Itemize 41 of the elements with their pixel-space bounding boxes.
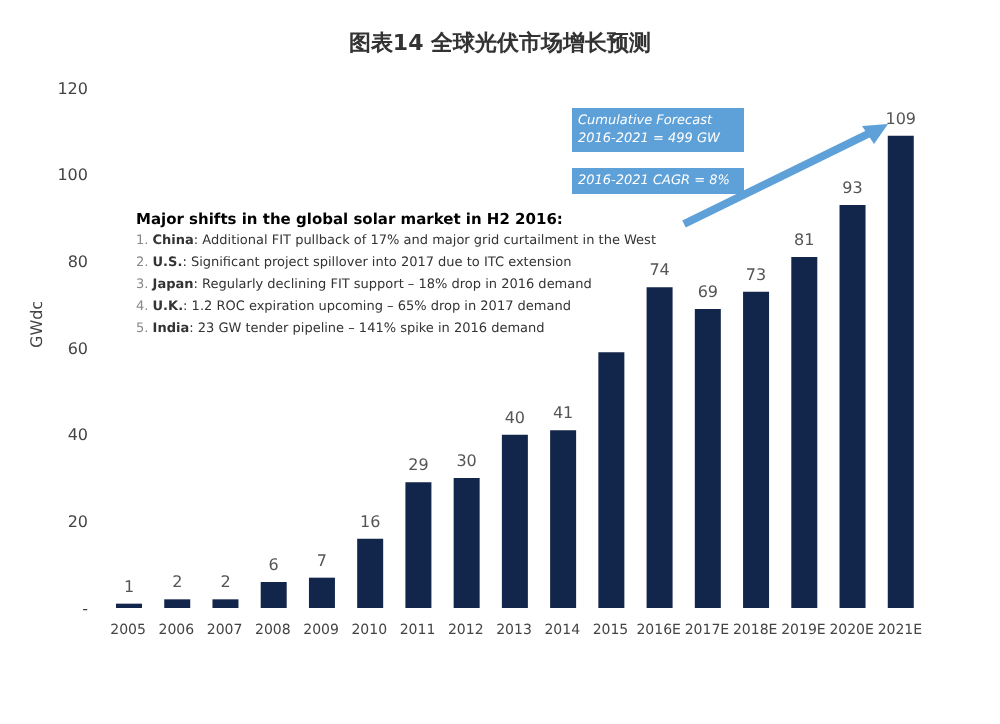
data-label: 40	[504, 408, 526, 427]
bar	[743, 291, 770, 608]
data-label: 109	[885, 109, 917, 128]
bar	[598, 352, 625, 608]
y-tick-label: 40	[67, 426, 88, 445]
data-label: 69	[697, 283, 719, 301]
y-tick-label: 100	[57, 166, 88, 185]
bar	[791, 257, 818, 608]
data-label: 81	[794, 231, 815, 249]
data-label: 1	[123, 577, 135, 596]
bar	[164, 599, 191, 608]
y-tick-label: 80	[67, 253, 88, 272]
bar	[212, 599, 239, 608]
data-label: 30	[456, 452, 477, 470]
data-label: 41	[552, 404, 574, 423]
bar	[453, 478, 480, 608]
bar	[839, 205, 866, 608]
data-label: 29	[408, 456, 429, 475]
bar	[646, 287, 673, 608]
bar	[405, 482, 432, 608]
bar	[308, 577, 335, 608]
y-tick-label: 20	[67, 513, 88, 532]
data-label: 6	[268, 556, 279, 574]
data-label: 2	[172, 573, 183, 592]
y-tick-label: 120	[57, 79, 88, 98]
data-label: 93	[842, 179, 863, 197]
bar	[550, 430, 577, 608]
bar	[357, 538, 384, 608]
data-label: 74	[649, 261, 670, 280]
data-label: 7	[316, 551, 328, 570]
y-axis-title: GWdc	[27, 300, 46, 348]
y-tick-label: -	[82, 599, 89, 618]
bar	[260, 582, 287, 608]
bar	[887, 135, 914, 608]
data-label: 73	[745, 265, 767, 284]
data-label: 16	[359, 512, 381, 531]
y-tick-label: 60	[67, 339, 88, 358]
data-label: 2	[220, 573, 231, 592]
bar	[501, 434, 528, 608]
bar	[694, 309, 721, 608]
chart-title: 图表14 全球光伏市场增长预测	[346, 28, 654, 60]
